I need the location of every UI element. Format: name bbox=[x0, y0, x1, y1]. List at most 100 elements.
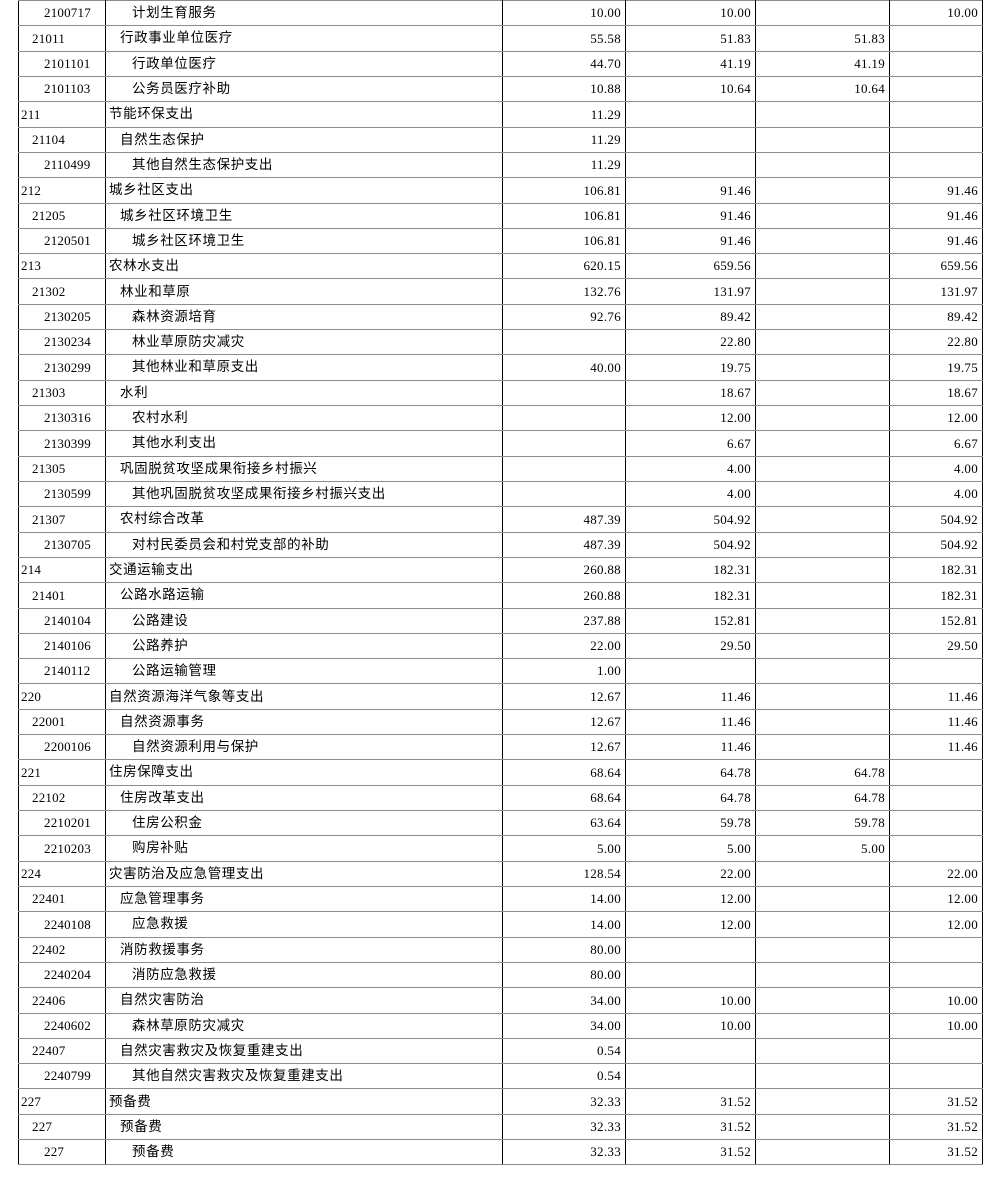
cell-code: 21302 bbox=[18, 278, 106, 305]
budget-expenditure-table: 2100717 计划生育服务 10.00 10.00 10.00 21011 行政事业单位医… bbox=[18, 0, 983, 1166]
cell-amount-4: 31.52 bbox=[889, 1139, 983, 1166]
cell-name: 农村水利 bbox=[105, 404, 503, 432]
cell-amount-3 bbox=[755, 177, 890, 204]
cell-code: 2200106 bbox=[18, 734, 106, 761]
cell-amount-4 bbox=[889, 1037, 983, 1065]
cell-amount-3 bbox=[755, 734, 890, 761]
cell-amount-3: 59.78 bbox=[755, 809, 890, 837]
cell-amount-3 bbox=[755, 936, 890, 963]
cell-amount-1: 32.33 bbox=[502, 1088, 626, 1115]
cell-amount-4 bbox=[889, 809, 983, 837]
cell-amount-3 bbox=[755, 404, 890, 432]
cell-code: 2130399 bbox=[18, 430, 106, 457]
table-row: 22102 住房改革支出 68.64 64.78 64.78 bbox=[18, 784, 983, 812]
cell-amount-1: 132.76 bbox=[502, 278, 626, 305]
cell-name: 节能环保支出 bbox=[105, 101, 503, 128]
cell-code: 2130705 bbox=[18, 531, 106, 558]
table-row: 2140106 公路养护 22.00 29.50 29.50 bbox=[18, 632, 983, 660]
cell-name: 其他水利支出 bbox=[105, 430, 503, 457]
cell-name: 林业草原防灾减灾 bbox=[105, 329, 503, 356]
cell-amount-3 bbox=[755, 1088, 890, 1115]
cell-amount-1: 10.00 bbox=[502, 0, 626, 27]
cell-code: 2240108 bbox=[18, 911, 106, 938]
cell-amount-3 bbox=[755, 480, 890, 508]
cell-amount-2: 22.80 bbox=[625, 329, 756, 356]
cell-amount-1: 106.81 bbox=[502, 227, 626, 255]
table-row: 21307 农村综合改革 487.39 504.92 504.92 bbox=[18, 506, 983, 533]
cell-amount-2 bbox=[625, 1037, 756, 1065]
cell-amount-2: 31.52 bbox=[625, 1113, 756, 1141]
budget-table-sheet: 2100717 计划生育服务 10.00 10.00 10.00 21011 行政事业单位医… bbox=[18, 0, 983, 1166]
cell-name: 计划生育服务 bbox=[105, 0, 503, 27]
cell-amount-4: 22.00 bbox=[889, 860, 983, 887]
cell-amount-4 bbox=[889, 50, 983, 77]
cell-code: 2100717 bbox=[18, 0, 106, 27]
cell-amount-3 bbox=[755, 1113, 890, 1141]
cell-amount-3 bbox=[755, 253, 890, 280]
cell-amount-4: 11.46 bbox=[889, 708, 983, 736]
cell-amount-1: 80.00 bbox=[502, 961, 626, 989]
cell-name: 预备费 bbox=[105, 1088, 503, 1115]
cell-name: 森林资源培育 bbox=[105, 303, 503, 331]
cell-amount-3 bbox=[755, 430, 890, 457]
cell-amount-1: 11.29 bbox=[502, 101, 626, 128]
cell-amount-4 bbox=[889, 961, 983, 989]
cell-amount-2: 4.00 bbox=[625, 480, 756, 508]
cell-amount-3: 51.83 bbox=[755, 25, 890, 52]
cell-amount-3 bbox=[755, 151, 890, 179]
cell-amount-1: 128.54 bbox=[502, 860, 626, 887]
cell-amount-4 bbox=[889, 126, 983, 153]
table-row: 2100717 计划生育服务 10.00 10.00 10.00 bbox=[18, 0, 983, 27]
cell-name: 公路运输管理 bbox=[105, 658, 503, 685]
table-row: 22402 消防救援事务 80.00 bbox=[18, 936, 983, 963]
cell-amount-3 bbox=[755, 1063, 890, 1090]
cell-amount-2: 4.00 bbox=[625, 455, 756, 482]
cell-amount-3 bbox=[755, 1139, 890, 1166]
table-row: 2130316 农村水利 12.00 12.00 bbox=[18, 404, 983, 432]
cell-amount-2 bbox=[625, 936, 756, 963]
cell-amount-3 bbox=[755, 329, 890, 356]
cell-name: 城乡社区支出 bbox=[105, 177, 503, 204]
cell-code: 2130299 bbox=[18, 354, 106, 381]
cell-amount-2: 10.00 bbox=[625, 0, 756, 27]
cell-amount-2: 89.42 bbox=[625, 303, 756, 331]
cell-name: 公路水路运输 bbox=[105, 582, 503, 609]
table-row: 227 预备费 32.33 31.52 31.52 bbox=[18, 1139, 983, 1166]
cell-amount-2: 31.52 bbox=[625, 1139, 756, 1166]
cell-amount-4: 12.00 bbox=[889, 885, 983, 913]
cell-amount-1: 5.00 bbox=[502, 835, 626, 862]
cell-amount-1: 11.29 bbox=[502, 151, 626, 179]
cell-amount-3 bbox=[755, 303, 890, 331]
cell-code: 22102 bbox=[18, 784, 106, 812]
cell-amount-3 bbox=[755, 354, 890, 381]
cell-amount-1: 237.88 bbox=[502, 607, 626, 634]
table-row: 2120501 城乡社区环境卫生 106.81 91.46 91.46 bbox=[18, 227, 983, 255]
cell-amount-1: 80.00 bbox=[502, 936, 626, 963]
cell-amount-3 bbox=[755, 1037, 890, 1065]
cell-code: 21205 bbox=[18, 202, 106, 229]
cell-name: 城乡社区环境卫生 bbox=[105, 227, 503, 255]
cell-amount-3 bbox=[755, 0, 890, 27]
cell-amount-1: 22.00 bbox=[502, 632, 626, 660]
cell-code: 2140106 bbox=[18, 632, 106, 660]
table-row: 2210203 购房补贴 5.00 5.00 5.00 bbox=[18, 835, 983, 862]
cell-amount-2: 31.52 bbox=[625, 1088, 756, 1115]
table-row: 211 节能环保支出 11.29 bbox=[18, 101, 983, 128]
cell-name: 自然资源事务 bbox=[105, 708, 503, 736]
cell-amount-1: 32.33 bbox=[502, 1139, 626, 1166]
table-row: 2130299 其他林业和草原支出 40.00 19.75 19.75 bbox=[18, 354, 983, 381]
cell-amount-1 bbox=[502, 455, 626, 482]
cell-code: 22406 bbox=[18, 987, 106, 1014]
table-row: 2101101 行政单位医疗 44.70 41.19 41.19 bbox=[18, 50, 983, 77]
table-row: 213 农林水支出 620.15 659.56 659.56 bbox=[18, 253, 983, 280]
cell-amount-1: 63.64 bbox=[502, 809, 626, 837]
cell-amount-2 bbox=[625, 658, 756, 685]
cell-code: 227 bbox=[18, 1139, 106, 1166]
cell-name: 购房补贴 bbox=[105, 835, 503, 862]
cell-code: 21011 bbox=[18, 25, 106, 52]
cell-name: 对村民委员会和村党支部的补助 bbox=[105, 531, 503, 558]
table-row: 21303 水利 18.67 18.67 bbox=[18, 379, 983, 407]
cell-amount-2: 18.67 bbox=[625, 379, 756, 407]
cell-code: 211 bbox=[18, 101, 106, 128]
cell-amount-3 bbox=[755, 632, 890, 660]
